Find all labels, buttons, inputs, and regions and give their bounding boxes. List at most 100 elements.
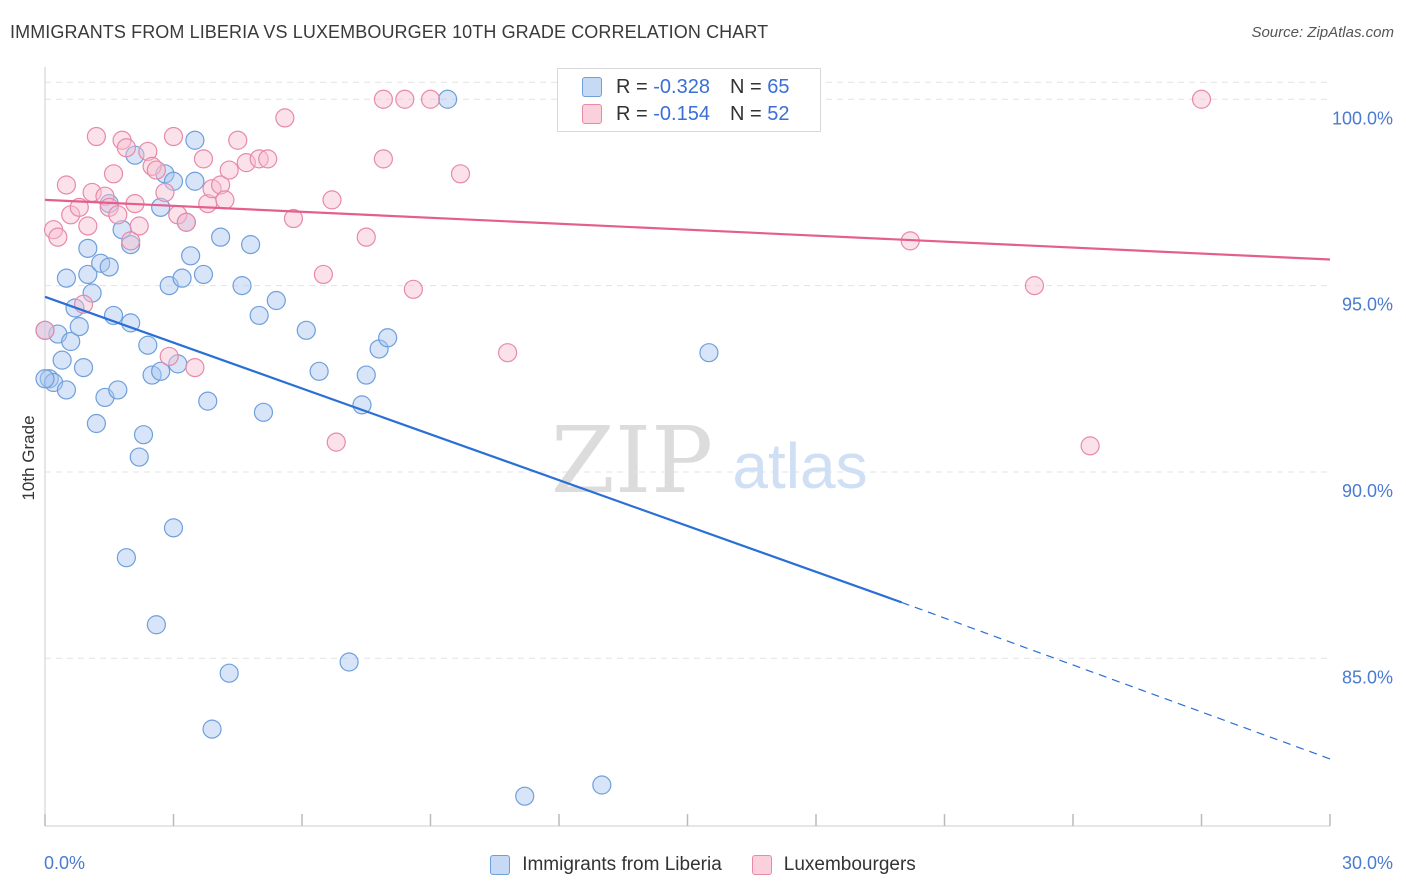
point-liberia [198,391,218,411]
y-tick-label: 100.0% [1332,108,1393,128]
point-luxembourger [159,346,179,367]
point-liberia [138,335,158,355]
trend-lines [44,198,1331,760]
watermark: ZIP atlas [551,407,868,514]
y-axis-label: 10th Grade [19,415,38,500]
point-luxembourger [146,160,166,180]
point-luxembourger [215,190,235,210]
point-luxembourger [211,175,231,195]
point-luxembourger [420,89,441,109]
point-liberia [61,331,81,352]
legend-row-liberia: R = -0.328 N = 65 [582,74,789,100]
point-liberia [185,130,205,150]
y-tick-label: 95.0% [1342,295,1393,315]
point-luxembourger [322,190,342,210]
legend-swatch-blue [582,77,602,97]
point-luxembourger [313,264,334,285]
point-liberia [99,257,119,277]
point-liberia [146,615,166,635]
point-luxembourger [1080,436,1100,456]
legend-swatch-pink [582,104,602,124]
source-attribution: Source: ZipAtlas.com [1251,24,1394,41]
point-liberia [172,268,192,288]
series-label: Immigrants from Liberia [522,854,722,875]
point-liberia [219,663,239,683]
chart-title: IMMIGRANTS FROM LIBERIA VS LUXEMBOURGER … [10,22,769,42]
series-label: Luxembourgers [783,854,916,875]
series-swatch-blue [490,855,511,875]
legend-r-value: -0.328 [653,75,710,98]
point-liberia [266,290,286,311]
point-liberia [78,264,98,285]
point-liberia [133,425,154,445]
point-luxembourger [283,208,304,229]
x-tick-label: 0.0% [44,853,85,873]
point-luxembourger [56,175,77,195]
point-luxembourger [78,216,98,236]
legend-r-label: R = [616,75,648,98]
point-liberia [185,171,205,191]
tick-labels: 85.0% 90.0% 95.0% 100.0% 0.0% 30.0% [44,108,1393,873]
series-swatch-pink [751,855,772,875]
y-tick-label: 85.0% [1342,667,1393,687]
point-liberia [249,305,269,326]
legend-r-label: R = [616,102,648,125]
point-liberia [163,518,184,538]
point-liberia [73,358,94,378]
point-liberia [56,380,77,400]
point-luxembourger [356,227,376,247]
point-liberia [56,268,77,288]
point-luxembourger [86,126,107,147]
point-luxembourger [326,432,346,452]
point-liberia [52,350,72,370]
point-liberia [78,238,98,258]
legend-n-value: 52 [767,102,790,125]
legend-n-label: N = [729,102,762,125]
point-luxembourger [258,149,278,169]
point-liberia [193,264,214,285]
y-tick-label: 90.0% [1342,481,1393,501]
point-liberia [296,320,316,340]
point-luxembourger [138,141,158,162]
series-legend-luxembourgers[interactable]: Luxembourgers [751,854,916,876]
point-luxembourger [498,343,518,363]
point-liberia [181,246,201,266]
point-luxembourger [103,164,124,184]
point-liberia [86,413,107,434]
point-luxembourger [275,108,295,128]
point-liberia [35,369,55,389]
point-liberia [202,719,222,739]
point-liberia [378,328,398,348]
trendline-luxembourger [44,198,1331,261]
point-luxembourger [450,164,471,184]
point-liberia [232,276,252,296]
legend-r-value: -0.154 [653,102,710,125]
point-luxembourger [236,153,256,173]
point-luxembourger [35,320,55,340]
correlation-legend: R = -0.328 N = 65 R = -0.154 N = 52 [557,68,821,132]
point-luxembourger [48,227,68,247]
point-liberia [151,197,171,217]
point-luxembourger [121,231,141,251]
point-luxembourger [69,197,89,217]
point-liberia [699,343,719,363]
legend-n-label: N = [729,75,762,98]
point-luxembourger [373,89,393,109]
point-liberia [151,361,171,381]
series-legend-liberia[interactable]: Immigrants from Liberia [490,854,722,876]
point-luxembourger [403,279,423,299]
point-luxembourger [176,212,196,232]
point-luxembourger [108,205,128,225]
point-luxembourger [155,182,175,203]
point-luxembourger [116,138,136,158]
point-luxembourger [163,126,184,147]
point-liberia [241,235,261,255]
point-liberia [211,227,231,247]
point-liberia [356,365,376,385]
axes [44,67,1331,827]
legend-row-luxembourgers: R = -0.154 N = 52 [582,101,789,127]
data-points [35,89,1212,806]
point-luxembourger [395,89,415,109]
point-liberia [339,652,359,672]
